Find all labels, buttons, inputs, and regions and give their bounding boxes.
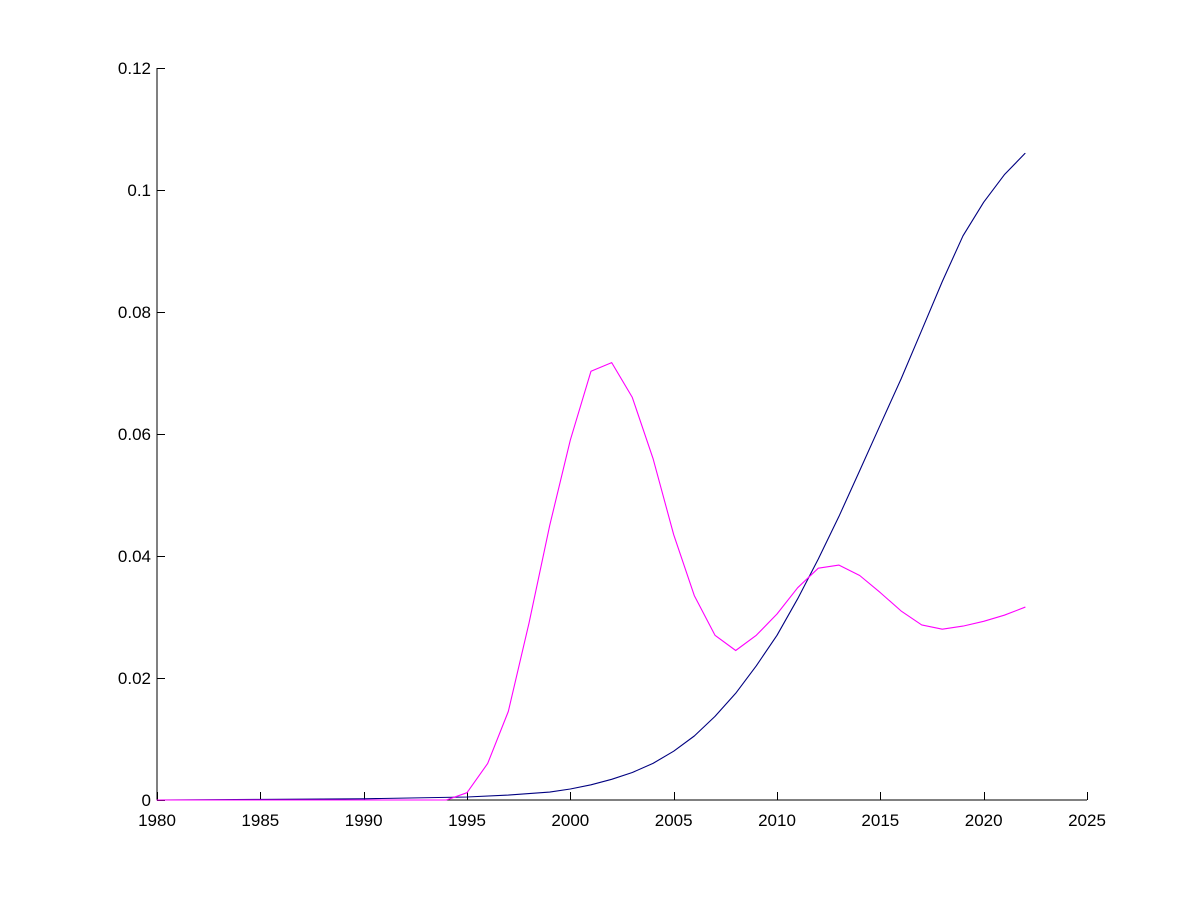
- x-ticks: 1980 1985 1990 1995 2000 2005 2010 2015 2020 2025: [138, 792, 1106, 830]
- y-ticks: 0 0.02 0.04 0.06 0.08 0.1 0.12: [118, 59, 165, 810]
- y-tick-label: 0.08: [118, 303, 151, 322]
- x-tick-label: 2025: [1068, 811, 1106, 830]
- x-tick-label: 1980: [138, 811, 176, 830]
- x-tick-label: 2015: [861, 811, 899, 830]
- x-tick-label: 1985: [241, 811, 279, 830]
- x-tick-label: 2020: [965, 811, 1003, 830]
- y-tick-label: 0: [142, 791, 151, 810]
- x-tick-label: 1995: [448, 811, 486, 830]
- x-tick-label: 2000: [551, 811, 589, 830]
- series-line-1: [156, 152, 1026, 801]
- y-tick-label: 0.06: [118, 425, 151, 444]
- y-tick-label: 0.02: [118, 669, 151, 688]
- series-layer: [156, 152, 1026, 801]
- series-line-2: [156, 362, 1026, 801]
- x-tick-label: 2005: [655, 811, 693, 830]
- x-tick-label: 1990: [345, 811, 383, 830]
- y-tick-label: 0.04: [118, 547, 151, 566]
- y-tick-label: 0.12: [118, 59, 151, 78]
- y-tick-label: 0.1: [127, 181, 151, 200]
- x-tick-label: 2010: [758, 811, 796, 830]
